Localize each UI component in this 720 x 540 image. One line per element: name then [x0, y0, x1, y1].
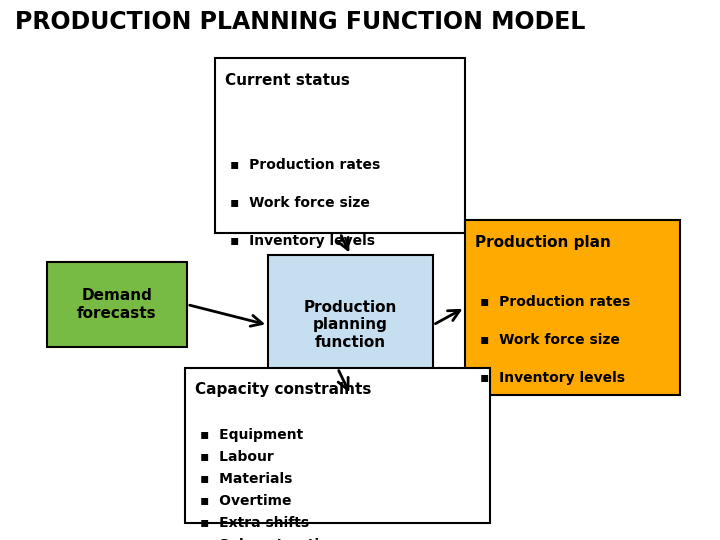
- Text: Production plan: Production plan: [475, 235, 611, 250]
- Text: ▪  Production rates: ▪ Production rates: [480, 295, 630, 309]
- Text: ▪  Work force size: ▪ Work force size: [230, 196, 370, 210]
- FancyBboxPatch shape: [465, 220, 680, 395]
- Text: PRODUCTION PLANNING FUNCTION MODEL: PRODUCTION PLANNING FUNCTION MODEL: [15, 10, 585, 34]
- Text: ▪  Materials: ▪ Materials: [200, 472, 292, 486]
- Text: ▪  Labour: ▪ Labour: [200, 450, 274, 464]
- Text: Current status: Current status: [225, 73, 350, 88]
- Text: ▪  Extra shifts: ▪ Extra shifts: [200, 516, 309, 530]
- Text: ▪  Equipment: ▪ Equipment: [200, 428, 303, 442]
- FancyBboxPatch shape: [185, 368, 490, 523]
- Text: ▪  Overtime: ▪ Overtime: [200, 494, 292, 508]
- FancyBboxPatch shape: [47, 262, 187, 347]
- Text: Production
planning
function: Production planning function: [304, 300, 397, 350]
- FancyBboxPatch shape: [268, 255, 433, 395]
- Text: Demand
forecasts: Demand forecasts: [77, 288, 157, 321]
- Text: Capacity constraints: Capacity constraints: [195, 382, 372, 397]
- Text: ▪  Inventory levels: ▪ Inventory levels: [230, 234, 375, 248]
- Text: ▪  Work force size: ▪ Work force size: [480, 333, 620, 347]
- FancyBboxPatch shape: [215, 58, 465, 233]
- Text: ▪  Inventory levels: ▪ Inventory levels: [480, 371, 625, 385]
- Text: ▪  Production rates: ▪ Production rates: [230, 158, 380, 172]
- Text: ▪  Subcontracting: ▪ Subcontracting: [200, 538, 339, 540]
